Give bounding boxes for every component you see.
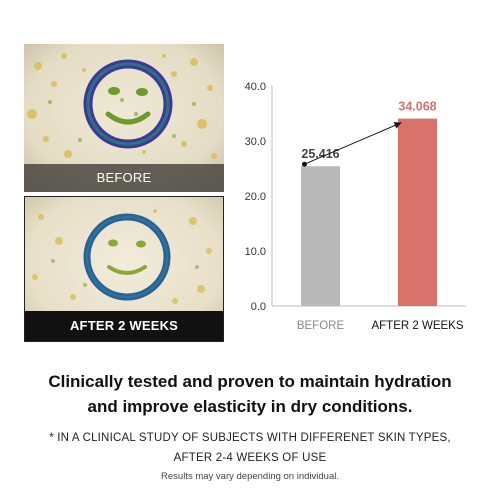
category-label: AFTER 2 WEEKS <box>371 320 463 332</box>
headline: Clinically tested and proven to maintain… <box>0 369 500 419</box>
after-photo: AFTER 2 WEEKS <box>24 196 224 342</box>
y-tick-label: 0.0 <box>251 301 266 313</box>
bar-after <box>398 118 437 306</box>
trend-arrow <box>302 122 402 167</box>
y-tick-label: 20.0 <box>245 191 266 203</box>
y-tick-label: 40.0 <box>245 81 266 93</box>
value-labels: 25.416 34.068 <box>301 100 436 162</box>
y-tick-label: 30.0 <box>245 136 266 148</box>
footnote-line-2: AFTER 2-4 WEEKS OF USE <box>173 452 327 464</box>
hydration-bar-chart: 0.0 10.0 20.0 30.0 40.0 25.416 34.068 BEFORE A… <box>245 81 466 332</box>
study-footnote: * IN A CLINICAL STUDY OF SUBJECTS WITH D… <box>0 428 500 468</box>
value-label: 25.416 <box>301 147 339 161</box>
arrow-start-dot <box>302 161 307 167</box>
footnote-line-1: * IN A CLINICAL STUDY OF SUBJECTS WITH D… <box>49 432 451 444</box>
x-axis-labels: BEFORE AFTER 2 WEEKS <box>297 320 464 332</box>
headline-line-1: Clinically tested and proven to maintain… <box>48 372 452 391</box>
value-label: 34.068 <box>398 100 436 114</box>
y-tick-label: 10.0 <box>245 246 266 258</box>
headline-line-2: and improve elasticity in dry conditions… <box>87 397 413 416</box>
category-label: BEFORE <box>297 320 345 332</box>
bars <box>301 118 437 306</box>
arrow-head <box>393 122 402 129</box>
arrow-line <box>304 122 402 165</box>
before-photo: BEFORE <box>24 44 224 192</box>
disclaimer-text: Results may vary depending on individual… <box>161 471 339 482</box>
bar-before <box>301 166 340 306</box>
after-photo-label: AFTER 2 WEEKS <box>25 311 223 341</box>
before-photo-label: BEFORE <box>24 164 224 192</box>
